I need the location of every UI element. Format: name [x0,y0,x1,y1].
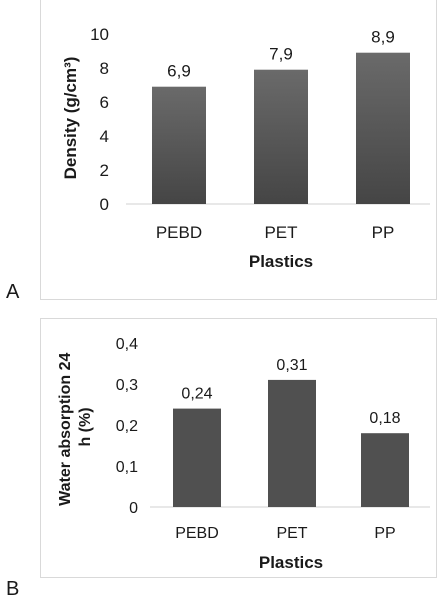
y-tick-label: 0,4 [116,336,138,353]
panel-label-a: A [6,281,20,303]
bar-pebd [152,86,206,204]
y-tick-label: 10 [90,25,109,44]
x-axis-title: Plastics [259,553,323,572]
data-label: 7,9 [269,45,293,64]
y-axis-title-line-2: h (%) [77,407,94,446]
x-tick-label: PEBD [156,223,202,242]
y-axis-title: Density (g/cm³) [61,57,80,180]
x-tick-label: PEBD [175,525,219,542]
y-tick-label: 0,1 [116,459,138,476]
x-tick-label: PP [372,223,395,242]
y-tick-label: 4 [100,127,109,146]
x-tick-label: PET [264,223,297,242]
y-tick-label: 0 [100,195,109,214]
y-axis-title-line-1: Water absorption 24 [57,353,74,506]
bar-pet [268,379,316,507]
y-tick-label: 0,2 [116,418,138,435]
density-bar-chart: Density (g/cm³) Plastics 0 2 4 6 8 10 6,9 PEBD 7… [61,25,430,271]
y-tick-label: 6 [100,93,109,112]
data-label: 8,9 [371,28,395,47]
data-label: 0,18 [369,410,400,427]
y-tick-label: 2 [100,161,109,180]
x-axis-title: Plastics [249,252,313,271]
data-label: 6,9 [167,62,191,81]
data-label: 0,24 [181,386,212,403]
bar-pp [356,52,410,205]
bar-pp [361,433,409,507]
y-axis-title: Water absorption 24 h (%) [57,348,94,506]
panel-label-b: B [6,578,20,600]
data-label: 0,31 [276,357,307,374]
x-tick-label: PP [374,525,395,542]
y-tick-label: 0,3 [116,377,138,394]
x-tick-label: PET [276,525,307,542]
y-tick-label: 8 [100,59,109,78]
bar-pebd [173,408,221,507]
y-tick-label: 0 [129,500,138,517]
bar-pet [254,69,308,204]
